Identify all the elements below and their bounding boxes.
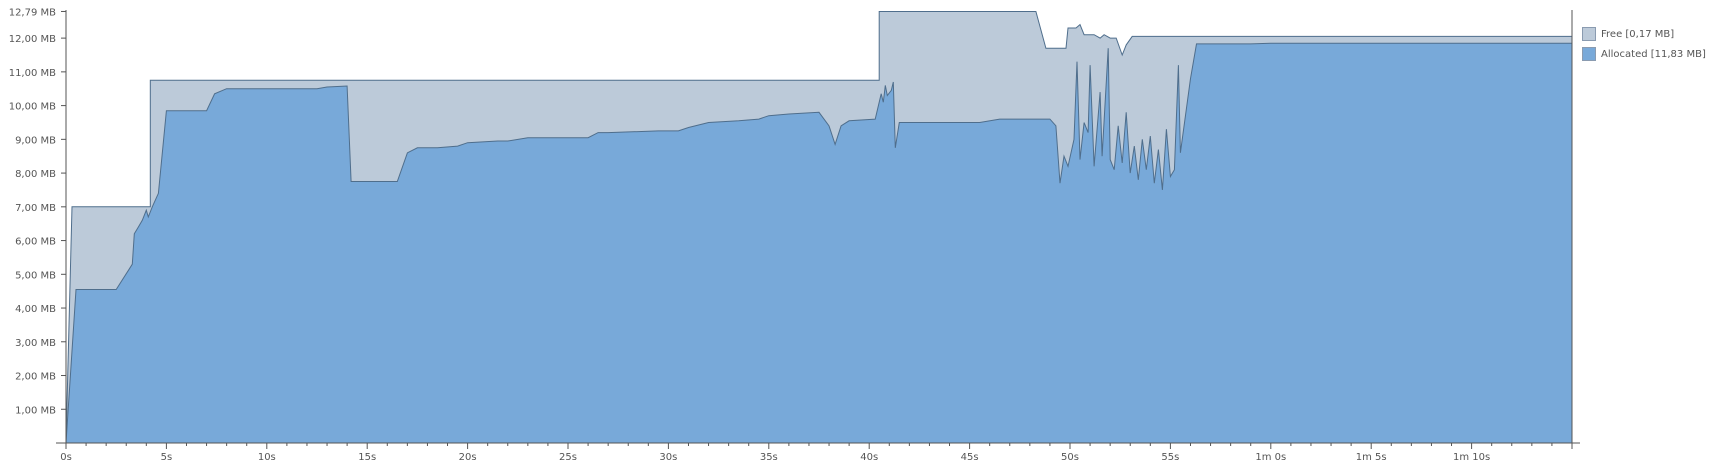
x-tick-label: 0s xyxy=(60,452,72,461)
legend: Free [0,17 MB] Allocated [11,83 MB] xyxy=(1582,24,1706,64)
axes: 1,00 MB 2,00 MB 3,00 MB 4,00 MB 5,00 MB 6,00 … xyxy=(9,7,1580,461)
y-tick-label: 12,00 MB xyxy=(9,34,56,45)
x-tick-label: 25s xyxy=(559,452,577,461)
x-tick-label: 50s xyxy=(1061,452,1079,461)
series-allocated-area xyxy=(66,43,1572,443)
series-free-line xyxy=(65,11,1572,444)
x-tick-label: 35s xyxy=(760,452,778,461)
y-tick-label: 1,00 MB xyxy=(15,405,56,416)
y-tick-label: 2,00 MB xyxy=(15,372,56,383)
x-tick-label: 40s xyxy=(860,452,878,461)
y-tick-label: 12,79 MB xyxy=(9,7,56,18)
y-tick-label: 9,00 MB xyxy=(15,135,56,146)
plot-area xyxy=(65,11,1572,444)
x-tick-label: 10s xyxy=(258,452,276,461)
y-tick-label: 6,00 MB xyxy=(15,237,56,248)
free-swatch xyxy=(1582,27,1596,41)
legend-item-allocated[interactable]: Allocated [11,83 MB] xyxy=(1582,44,1706,64)
x-tick-label: 55s xyxy=(1161,452,1179,461)
x-tick-label: 15s xyxy=(358,452,376,461)
x-tick-label: 1m 0s xyxy=(1255,452,1286,461)
x-tick-label: 5s xyxy=(161,452,173,461)
y-tick-label: 7,00 MB xyxy=(15,203,56,214)
legend-label-allocated: Allocated [11,83 MB] xyxy=(1601,48,1706,60)
legend-label-free: Free [0,17 MB] xyxy=(1601,28,1675,40)
x-tick-label: 30s xyxy=(659,452,677,461)
series-allocated-line xyxy=(65,42,1572,444)
y-tick-label: 8,00 MB xyxy=(15,169,56,180)
x-tick-label: 1m 10s xyxy=(1453,452,1490,461)
y-tick-label: 10,00 MB xyxy=(9,102,56,113)
y-tick-label: 11,00 MB xyxy=(9,68,56,79)
y-tick-label: 3,00 MB xyxy=(15,338,56,349)
x-tick-label: 45s xyxy=(961,452,979,461)
y-tick-label: 5,00 MB xyxy=(15,270,56,281)
legend-item-free[interactable]: Free [0,17 MB] xyxy=(1582,24,1706,44)
x-tick-label: 1m 5s xyxy=(1356,452,1387,461)
allocated-swatch xyxy=(1582,47,1596,61)
x-tick-label: 20s xyxy=(459,452,477,461)
y-tick-label: 4,00 MB xyxy=(15,304,56,315)
